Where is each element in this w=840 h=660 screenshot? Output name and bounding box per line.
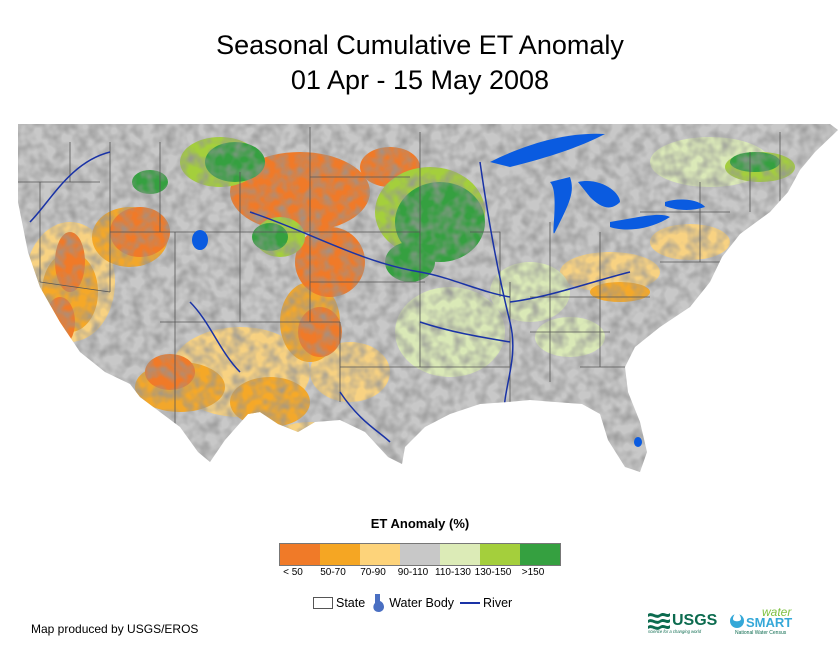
key-water-body: Water Body	[371, 593, 454, 613]
credit-text: Map produced by USGS/EROS	[31, 622, 199, 636]
key-river-label: River	[483, 596, 513, 610]
legend-swatch-110-130	[440, 544, 480, 565]
et-anomaly-map	[18, 124, 838, 472]
legend-label: 70-90	[360, 567, 386, 578]
key-state: State	[313, 596, 365, 610]
river-line-icon	[460, 602, 481, 604]
legend-label: 90-110	[397, 567, 429, 578]
map-key: State Water Body River	[313, 593, 518, 613]
legend-swatch-130-150	[480, 544, 520, 565]
map-title: Seasonal Cumulative ET Anomaly	[216, 30, 624, 60]
legend-label: 130-150	[474, 567, 512, 578]
water-drop-icon	[373, 594, 385, 612]
water-logo-text: water	[762, 605, 792, 619]
great-lakes-water	[192, 133, 705, 447]
state-swatch-icon	[313, 597, 333, 609]
key-river: River	[460, 596, 512, 610]
usgs-logo: USGS science for a changing world	[648, 612, 718, 634]
watersmart-tagline: National Water Census	[735, 630, 787, 636]
legend-label: >150	[521, 567, 545, 578]
smart-logo-text: SMART	[746, 615, 792, 630]
legend-label: < 50	[283, 567, 303, 578]
legend-color-bar	[279, 543, 561, 566]
key-water-body-label: Water Body	[389, 596, 455, 610]
legend-swatch-gt150	[520, 544, 560, 565]
legend-label: 110-130	[435, 567, 471, 578]
legend-swatch-50-70	[320, 544, 360, 565]
legend-swatch-70-90	[360, 544, 400, 565]
watersmart-logo: water SMART National Water Census	[730, 605, 792, 636]
legend-swatch-90-110	[400, 544, 440, 565]
legend-labels: < 50 50-70 70-90 90-110 110-130 130-150 …	[273, 567, 553, 578]
legend-label: 50-70	[320, 567, 346, 578]
usgs-logo-text: USGS	[672, 612, 718, 629]
map-date-range: 01 Apr - 15 May 2008	[290, 65, 550, 95]
legend-swatch-lt50	[280, 544, 320, 565]
usgs-tagline: science for a changing world	[648, 629, 702, 634]
key-state-label: State	[336, 596, 366, 610]
legend-title: ET Anomaly (%)	[370, 516, 470, 531]
